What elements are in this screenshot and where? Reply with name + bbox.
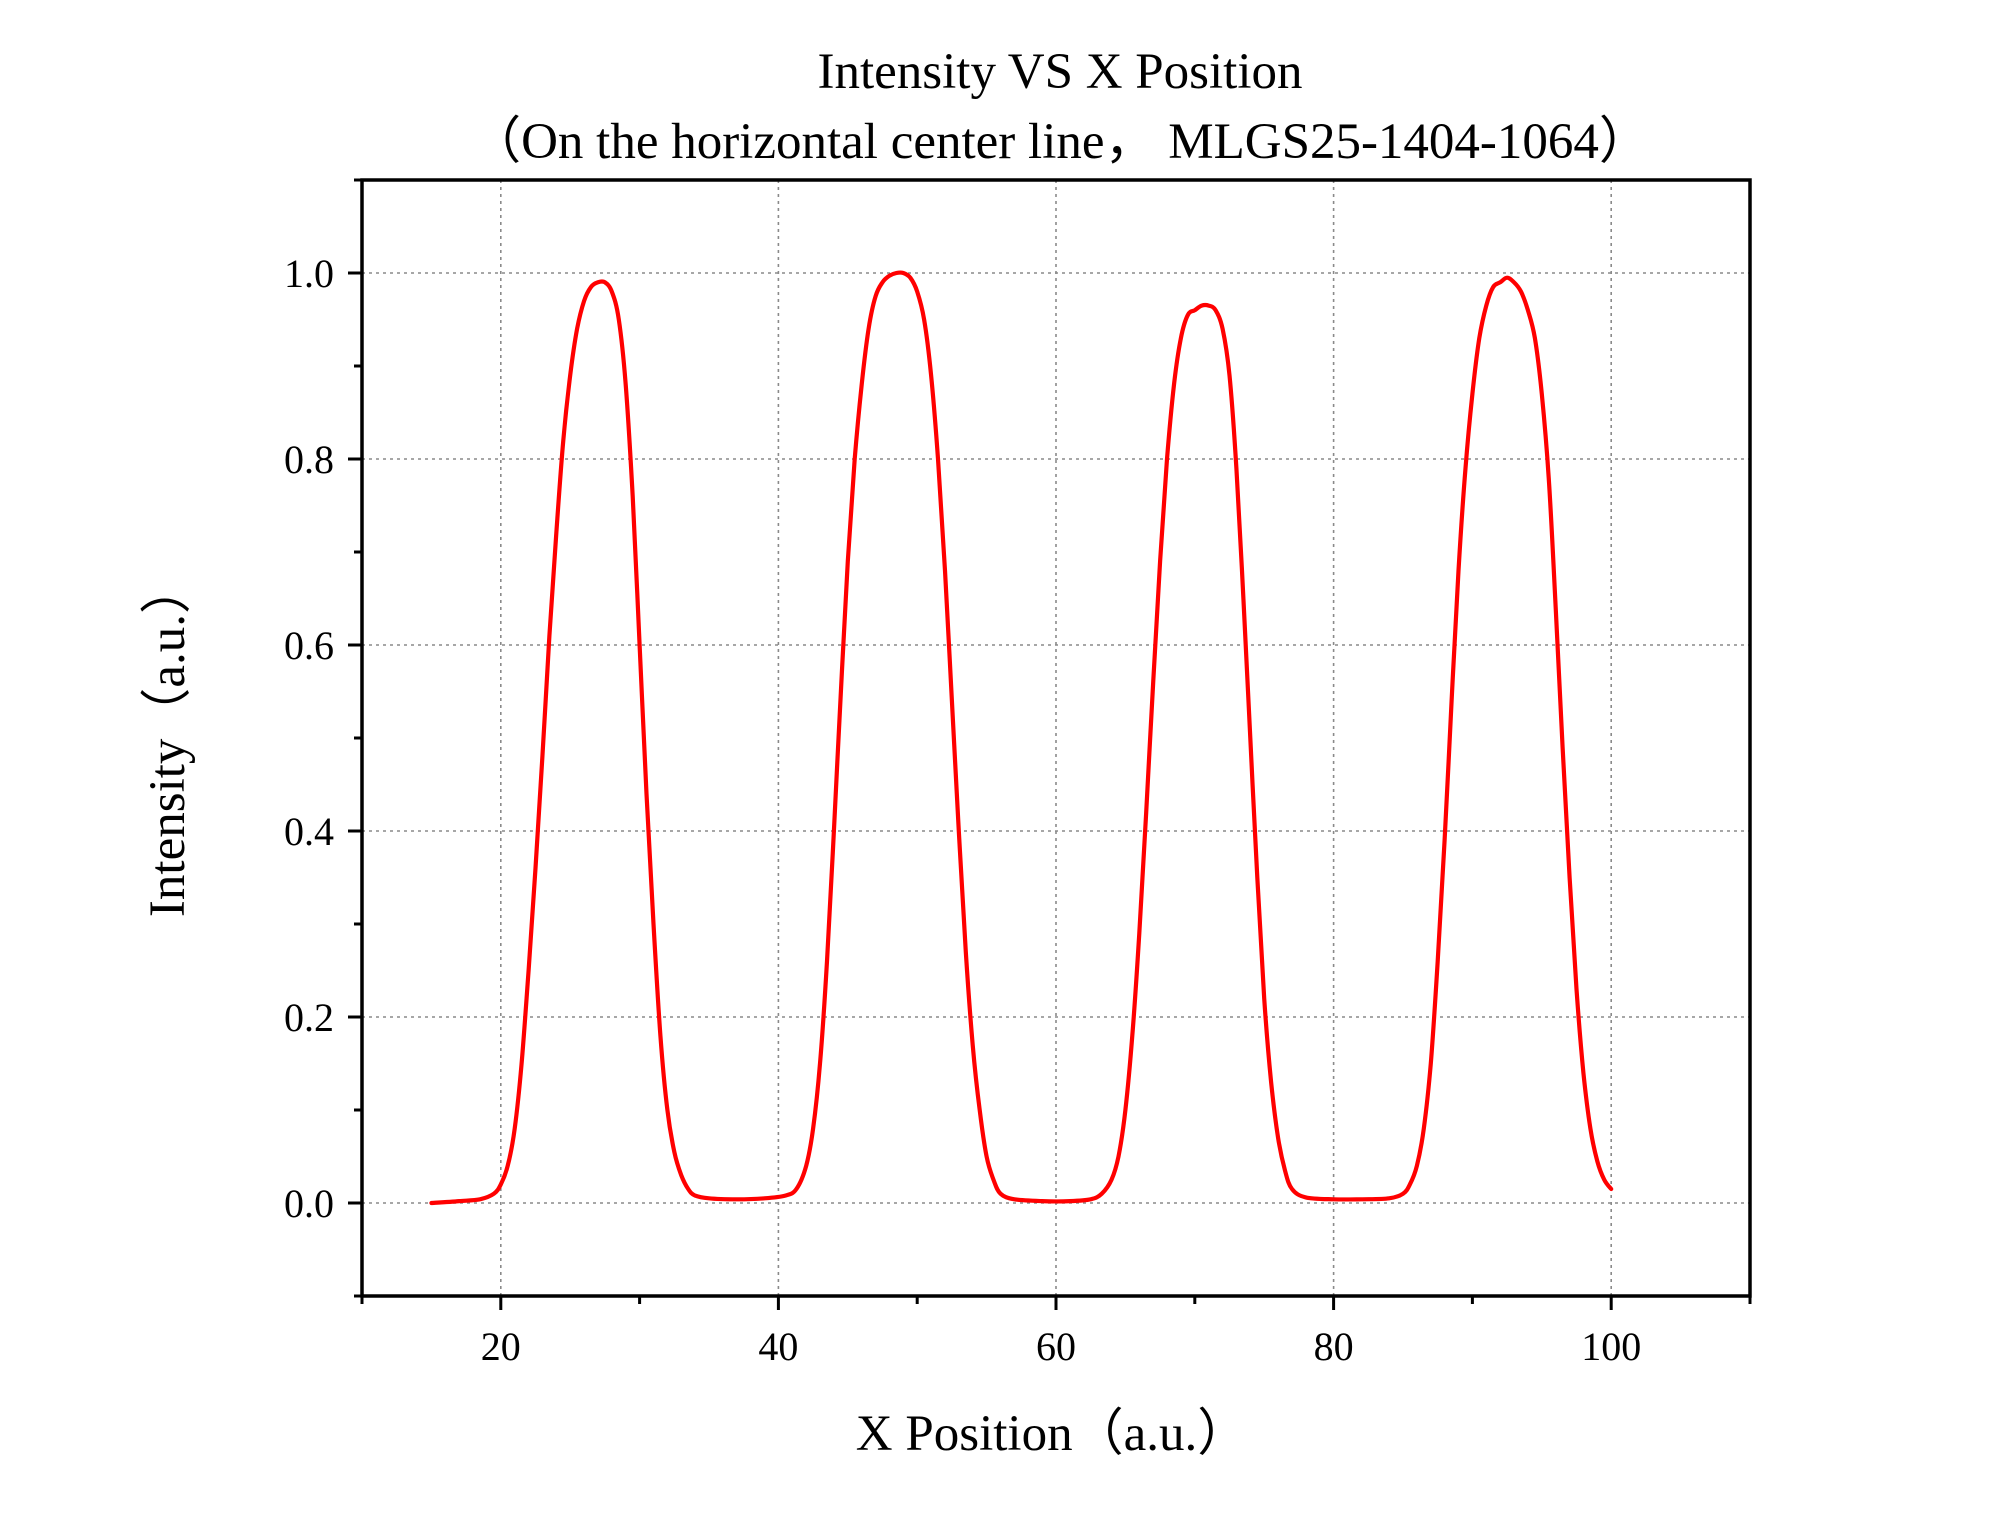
y-tick-label: 0.0 <box>284 1181 334 1226</box>
y-tick-label: 0.6 <box>284 623 334 668</box>
x-tick-label: 40 <box>758 1324 798 1369</box>
series-line <box>429 270 1614 1206</box>
x-tick-label: 20 <box>481 1324 521 1369</box>
x-axis-label: X Position（a.u.） <box>856 1406 1248 1462</box>
chart-title: Intensity VS X Position <box>817 44 1302 100</box>
grid-lines <box>362 180 1750 1296</box>
plot-frame <box>360 178 1752 1298</box>
y-tick-label: 0.2 <box>284 995 334 1040</box>
x-tick-label: 60 <box>1036 1324 1076 1369</box>
y-tick-label: 0.8 <box>284 437 334 482</box>
x-tick-label: 80 <box>1314 1324 1354 1369</box>
axis-tick-labels: 20 40 60 80 100 0.0 0.2 0.4 0.6 0.8 1.0 <box>284 251 1641 1369</box>
x-tick-label: 100 <box>1581 1324 1641 1369</box>
y-tick-label: 0.4 <box>284 809 334 854</box>
axis-ticks <box>348 178 1752 1310</box>
chart-subtitle: （On the horizontal center line， MLGS25-1… <box>470 114 1650 170</box>
y-tick-label: 1.0 <box>284 251 334 296</box>
data-series <box>429 270 1614 1206</box>
y-axis-label: Intensity（a.u.） <box>140 563 196 917</box>
